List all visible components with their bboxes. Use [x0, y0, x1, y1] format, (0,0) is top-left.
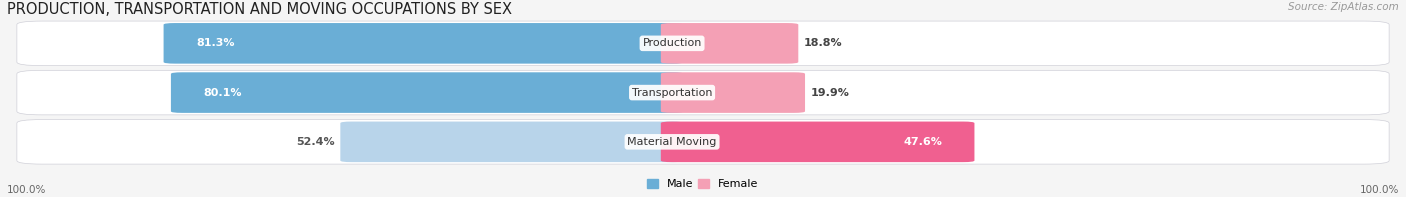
Text: Transportation: Transportation: [631, 88, 713, 98]
FancyBboxPatch shape: [17, 21, 1389, 66]
Text: 18.8%: 18.8%: [804, 38, 842, 48]
Text: 47.6%: 47.6%: [903, 137, 942, 147]
Text: 100.0%: 100.0%: [1360, 185, 1399, 195]
Text: Production: Production: [643, 38, 702, 48]
FancyBboxPatch shape: [17, 120, 1389, 164]
Text: Material Moving: Material Moving: [627, 137, 717, 147]
FancyBboxPatch shape: [661, 23, 799, 64]
Text: Source: ZipAtlas.com: Source: ZipAtlas.com: [1288, 2, 1399, 12]
Text: 100.0%: 100.0%: [7, 185, 46, 195]
Text: 52.4%: 52.4%: [297, 137, 335, 147]
FancyBboxPatch shape: [661, 122, 974, 162]
FancyBboxPatch shape: [172, 72, 683, 113]
Legend: Male, Female: Male, Female: [645, 177, 761, 191]
FancyBboxPatch shape: [661, 72, 806, 113]
Text: 80.1%: 80.1%: [204, 88, 242, 98]
FancyBboxPatch shape: [163, 23, 683, 64]
FancyBboxPatch shape: [17, 70, 1389, 115]
FancyBboxPatch shape: [340, 122, 683, 162]
Text: 19.9%: 19.9%: [811, 88, 849, 98]
Text: 81.3%: 81.3%: [195, 38, 235, 48]
Text: PRODUCTION, TRANSPORTATION AND MOVING OCCUPATIONS BY SEX: PRODUCTION, TRANSPORTATION AND MOVING OC…: [7, 2, 512, 17]
